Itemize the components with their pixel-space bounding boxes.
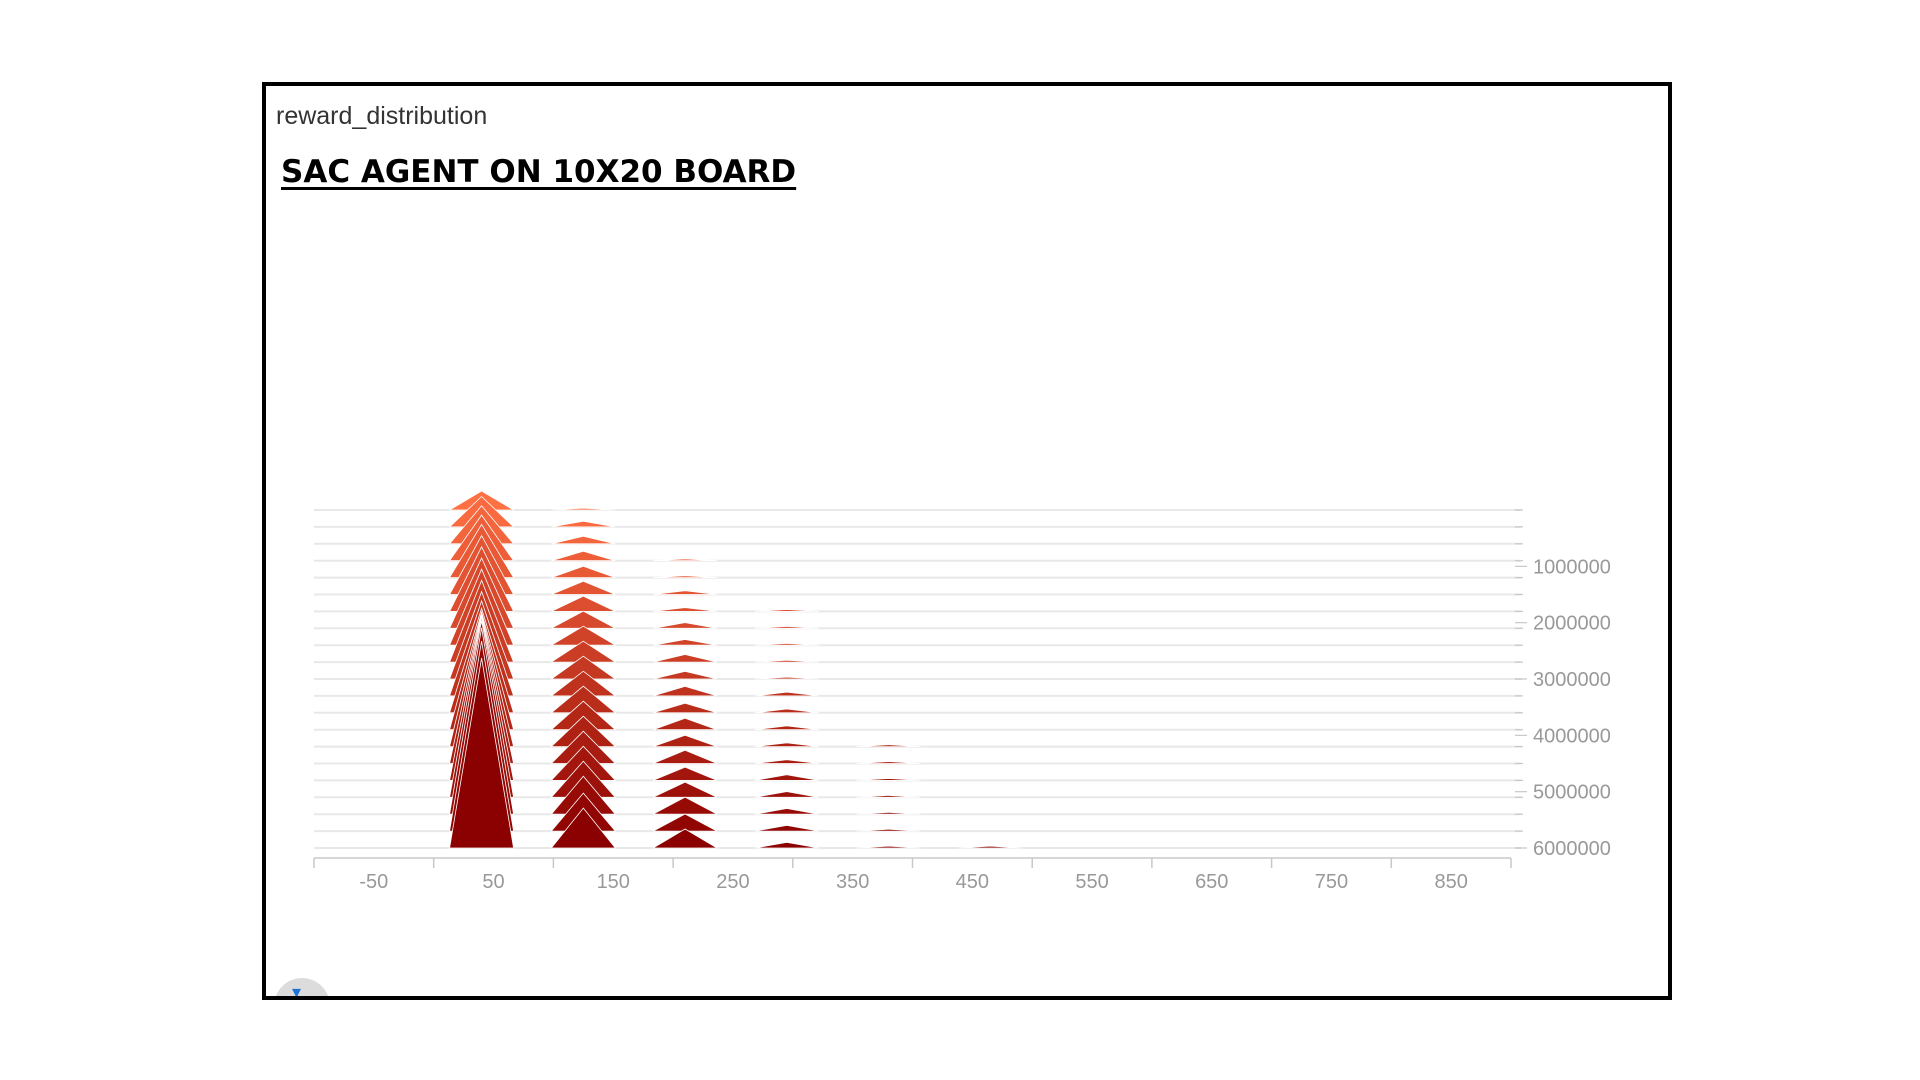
distribution-peak [653,607,718,612]
x-tick-label: 350 [836,871,869,893]
distribution-peak [652,796,718,815]
distribution-peak [551,507,616,511]
distribution-peak [754,625,819,629]
distribution-peak [551,535,616,545]
distribution-peak [856,778,921,781]
distribution-peak [551,565,616,579]
distribution-peak [856,744,921,747]
x-tick-label: 150 [597,871,630,893]
distribution-peak [652,670,718,680]
distribution-peak [652,766,718,781]
avatar-icon: ▾ [292,982,302,1000]
step-tick-label: 3000000 [1533,669,1611,691]
distribution-peak [653,575,718,579]
step-tick-label: 5000000 [1533,782,1611,804]
distribution-peak [653,590,718,595]
card-title: reward_distribution [276,102,488,130]
distribution-peak [754,642,819,646]
distribution-peak [754,759,819,764]
distribution-peak [653,558,718,562]
distribution-peak [754,808,819,815]
distribution-peak [550,807,617,849]
distribution-peak [551,550,616,562]
distribution-peak [652,639,718,646]
x-tick-label: 250 [716,871,749,893]
distribution-peak [754,824,819,832]
x-tick-label: 850 [1434,871,1467,893]
distribution-peak [754,691,819,697]
distribution-peak [856,761,921,764]
distribution-peak [754,841,819,849]
avatar[interactable] [274,978,330,996]
x-tick-label: 650 [1195,871,1228,893]
distribution-peak [958,845,1023,849]
step-tick-label: 2000000 [1533,613,1611,635]
distribution-peak [652,749,718,764]
distribution-peak [856,794,921,798]
step-tick-label: 4000000 [1533,725,1611,747]
distribution-peak [856,845,921,849]
chart-title: SAC AGENT ON 10X20 BOARD [281,154,797,190]
x-tick-label: 450 [956,871,989,893]
distribution-peak [754,659,819,663]
distribution-peak [754,791,819,798]
x-tick-label: 550 [1075,871,1108,893]
distribution-chart: -50 50 150 250 350 450 550 650 750 850 1000000 2000… [313,490,1611,893]
distribution-peak [551,580,616,595]
distribution-peak [754,774,819,781]
distribution-peak [652,734,718,747]
distribution-peak [652,781,718,798]
x-tick-label: -50 [359,871,388,893]
distribution-peak [551,595,616,612]
distribution-peak [754,725,819,731]
x-tick-label: 50 [482,871,504,893]
distribution-peak [652,654,718,663]
distribution-peak [754,742,819,747]
distribution-peak [856,811,921,815]
distribution-peak [652,685,718,697]
distribution-peak [754,609,819,612]
distribution-peak [551,520,616,528]
step-tick-label: 6000000 [1533,838,1611,860]
distribution-peak [651,828,719,849]
distribution-peak [652,717,718,731]
chart-card: reward_distribution SAC AGENT ON 10X20 B… [262,82,1672,1000]
distribution-peak [754,676,819,680]
distribution-peak [449,657,515,849]
x-tick-label: 750 [1315,871,1348,893]
distribution-peak [856,828,921,832]
distribution-peak [652,702,718,714]
distribution-peak [754,708,819,714]
step-tick-label: 1000000 [1533,556,1611,578]
distribution-peak [652,622,718,629]
